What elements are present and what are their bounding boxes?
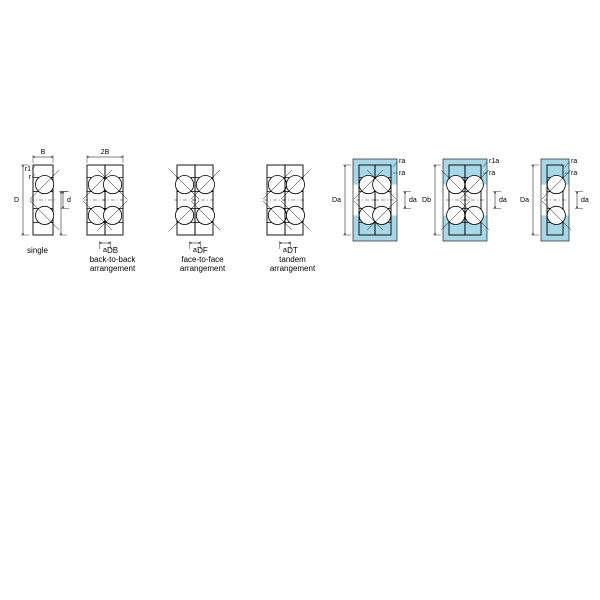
svg-text:tandem: tandem [279, 255, 306, 264]
svg-text:back-to-back: back-to-back [90, 255, 137, 264]
bearing-diagram-canvas: B Dd r1r single 2BaDBback-to-backarrangement… [0, 0, 600, 600]
svg-text:d: d [67, 197, 71, 204]
svg-text:Da: Da [520, 197, 529, 204]
diagram-single: B Dd r1r single [14, 149, 71, 255]
svg-text:B: B [41, 149, 46, 156]
diagram-df: aDFface-to-facearrangement [170, 165, 226, 273]
diagram-mount2: Db da r1a ra [422, 158, 507, 241]
svg-text:arrangement: arrangement [90, 264, 136, 273]
svg-text:r1: r1 [25, 166, 31, 173]
svg-text:arrangement: arrangement [270, 264, 316, 273]
svg-text:single: single [27, 246, 48, 255]
svg-text:ra: ra [399, 158, 405, 165]
diagram-svg: B Dd r1r single 2BaDBback-to-backarrangement… [0, 0, 600, 600]
svg-text:da: da [409, 197, 417, 204]
diagram-mount3: Da da ra ra [520, 158, 589, 241]
svg-text:ra: ra [571, 170, 577, 177]
svg-text:ra: ra [399, 170, 405, 177]
svg-text:DB: DB [107, 246, 118, 255]
svg-text:ra: ra [489, 170, 495, 177]
svg-text:r: r [29, 174, 32, 181]
svg-text:Db: Db [422, 197, 431, 204]
diagram-dt: aDTtandemarrangement [263, 165, 316, 273]
svg-text:DT: DT [287, 246, 298, 255]
svg-text:r1a: r1a [489, 158, 499, 165]
svg-text:2B: 2B [101, 149, 110, 156]
diagram-mount1: Da da ra ra [332, 158, 417, 241]
svg-text:da: da [499, 197, 507, 204]
svg-text:face-to-face: face-to-face [181, 255, 224, 264]
svg-text:arrangement: arrangement [180, 264, 226, 273]
svg-text:Da: Da [332, 197, 341, 204]
svg-text:D: D [14, 197, 19, 204]
svg-text:da: da [581, 197, 589, 204]
svg-text:DF: DF [197, 246, 208, 255]
diagram-db: 2BaDBback-to-backarrangement [83, 149, 137, 273]
svg-text:ra: ra [571, 158, 577, 165]
